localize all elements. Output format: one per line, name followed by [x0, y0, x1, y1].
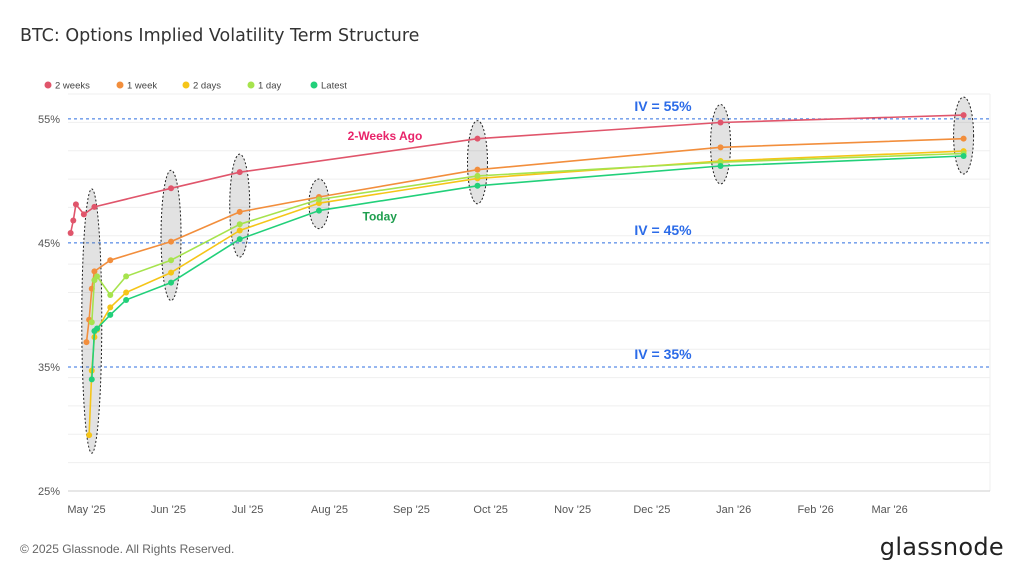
x-tick-label: Sep '25 [393, 504, 430, 516]
x-tick-label: Jan '26 [716, 504, 751, 516]
data-point [91, 203, 98, 210]
data-point [168, 238, 175, 245]
legend-label: 1 day [258, 81, 281, 92]
y-tick-label: 55% [38, 114, 60, 126]
data-point [315, 196, 322, 203]
data-point [717, 119, 724, 126]
x-tick-label: Dec '25 [633, 504, 670, 516]
legend-label: 2 days [193, 81, 221, 92]
x-tick-label: Nov '25 [554, 504, 591, 516]
legend-label: Latest [321, 81, 347, 92]
data-point [91, 268, 98, 275]
data-point [474, 135, 481, 142]
chart-title: BTC: Options Implied Volatility Term Str… [20, 26, 420, 46]
data-point [960, 135, 967, 142]
expiry-highlight-ellipse [710, 104, 732, 185]
data-point [168, 279, 175, 286]
data-point [717, 144, 724, 151]
data-point [88, 319, 95, 326]
x-tick-label: Jun '25 [151, 504, 186, 516]
y-tick-label: 45% [38, 238, 60, 250]
copyright-footer: © 2025 Glassnode. All Rights Reserved. [20, 542, 235, 556]
legend-label: 2 weeks [55, 81, 90, 92]
data-point [86, 432, 93, 439]
data-point [70, 217, 77, 224]
glassnode-logo: glassnode [879, 533, 1004, 561]
legend-label: 1 week [127, 81, 157, 92]
series-annotation: 2-Weeks Ago [348, 129, 423, 143]
reference-line-label: IV = 55% [634, 98, 692, 114]
data-point [94, 325, 101, 332]
data-point [315, 207, 322, 214]
data-point [72, 201, 79, 208]
data-point [83, 339, 90, 346]
y-tick-label: 35% [38, 362, 60, 374]
data-point [168, 269, 175, 276]
data-point [107, 311, 114, 318]
x-tick-label: Jul '25 [232, 504, 263, 516]
legend-marker [310, 81, 318, 89]
data-point [107, 304, 114, 311]
data-point [88, 376, 95, 383]
data-point [123, 289, 130, 296]
data-point [474, 172, 481, 179]
x-tick-label: Mar '26 [871, 504, 907, 516]
data-point [960, 153, 967, 160]
legend-marker [182, 81, 190, 89]
legend-marker [116, 81, 124, 89]
expiry-highlight-ellipse [160, 169, 182, 302]
data-point [67, 229, 74, 236]
series-line [88, 150, 964, 436]
data-point [123, 296, 130, 303]
series-line [85, 137, 964, 343]
data-point [168, 257, 175, 264]
series-annotation: Today [363, 210, 398, 224]
data-point [107, 257, 114, 264]
data-point [474, 166, 481, 173]
series-line [69, 114, 964, 234]
x-tick-label: Aug '25 [311, 504, 348, 516]
data-point [960, 112, 967, 119]
data-point [123, 273, 130, 280]
data-point [474, 182, 481, 189]
series-line [91, 155, 964, 380]
data-point [107, 291, 114, 298]
y-tick-label: 25% [38, 486, 60, 498]
data-point [236, 169, 243, 176]
x-tick-label: May '25 [67, 504, 105, 516]
data-point [80, 211, 87, 218]
expiry-highlight-ellipse [953, 96, 975, 175]
legend-marker [44, 81, 52, 89]
data-point [236, 208, 243, 215]
data-point [236, 236, 243, 243]
data-point [236, 221, 243, 228]
data-point [236, 227, 243, 234]
expiry-highlight-ellipse [466, 120, 488, 205]
data-point [168, 185, 175, 192]
legend-marker [247, 81, 255, 89]
reference-line-label: IV = 35% [634, 346, 692, 362]
data-point [717, 162, 724, 169]
reference-line-label: IV = 45% [634, 222, 692, 238]
expiry-highlight-ellipse [229, 153, 251, 258]
data-point [94, 273, 101, 280]
x-tick-label: Oct '25 [473, 504, 508, 516]
x-tick-label: Feb '26 [797, 504, 833, 516]
